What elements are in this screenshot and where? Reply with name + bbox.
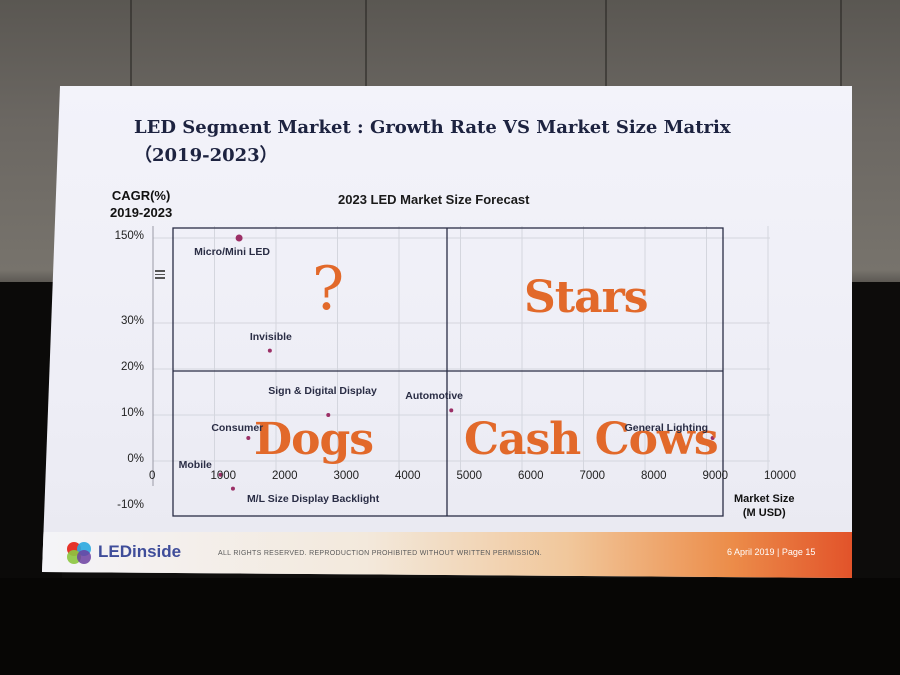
point-label: Sign & Digital Display (268, 385, 377, 397)
point-label: General Lighting (624, 422, 709, 434)
data-point (235, 234, 243, 242)
copyright-notice: ALL RIGHTS RESERVED. REPRODUCTION PROHIB… (218, 550, 543, 557)
data-point (449, 408, 454, 413)
data-point (246, 436, 251, 440)
data-point (326, 413, 331, 417)
x-tick-label: 7000 (579, 470, 606, 482)
x-tick-label: 5000 (456, 470, 483, 482)
y-tick-label: -10% (117, 499, 144, 511)
data-point (230, 486, 235, 491)
brand-name: LEDinside (98, 542, 182, 561)
matrix-frame (172, 227, 724, 517)
stage-floor (0, 578, 900, 675)
y-tick-label: 150% (114, 230, 144, 242)
x-tick-label: 9000 (702, 470, 729, 482)
data-point (267, 348, 272, 353)
point-label: Consumer (211, 422, 264, 434)
x-axis-label: Market Size (M USD) (734, 493, 795, 519)
point-label: Mobile (178, 458, 212, 471)
x-tick-label: 1000 (210, 470, 237, 482)
scatter-plot (152, 226, 770, 517)
x-tick-label: 2000 (272, 470, 298, 482)
y-tick-label: 10% (120, 407, 144, 419)
y-tick-label: 0% (127, 453, 144, 465)
y-tick-label: 20% (120, 361, 144, 373)
point-label: M/L Size Display Backlight (246, 492, 380, 505)
chart-title: 2023 LED Market Size Forecast (338, 192, 530, 207)
quadrant-label-cash-cows: Cash Cows (464, 414, 719, 465)
x-tick-label: 3000 (333, 470, 360, 482)
slide-footer: LEDinside ALL RIGHTS RESERVED. REPRODUCT… (42, 532, 852, 578)
y-tick-label: 30% (120, 315, 144, 327)
point-label: Micro/Mini LED (194, 246, 270, 258)
quadrant-label-dogs: Dogs (254, 414, 374, 465)
x-tick-label: 4000 (395, 470, 421, 482)
quadrant-lines (172, 227, 724, 517)
x-tick-label: 0 (149, 470, 156, 482)
data-point (710, 436, 715, 440)
quadrant-label-stars: Stars (524, 272, 649, 323)
axis-break-icon (155, 268, 165, 281)
slide-title: LED Segment Market : Growth Rate VS Mark… (134, 117, 731, 166)
quadrant-label-question: ? (312, 254, 345, 324)
date-page-number: 6 April 2019 | Page 15 (727, 547, 816, 557)
x-tick-label: 10000 (764, 470, 796, 482)
x-tick-label: 8000 (641, 470, 667, 482)
point-label: Invisible (249, 330, 292, 343)
data-points (218, 234, 715, 491)
x-tick-label: 6000 (518, 470, 544, 482)
y-axis-label: CAGR(%) 2019-2023 (110, 188, 173, 220)
projection-screen: LED Segment Market : Growth Rate VS Mark… (42, 86, 852, 578)
grid (152, 226, 770, 486)
ledinside-logo-icon (67, 542, 91, 564)
data-point (218, 472, 223, 477)
point-label: Automotive (405, 390, 464, 403)
